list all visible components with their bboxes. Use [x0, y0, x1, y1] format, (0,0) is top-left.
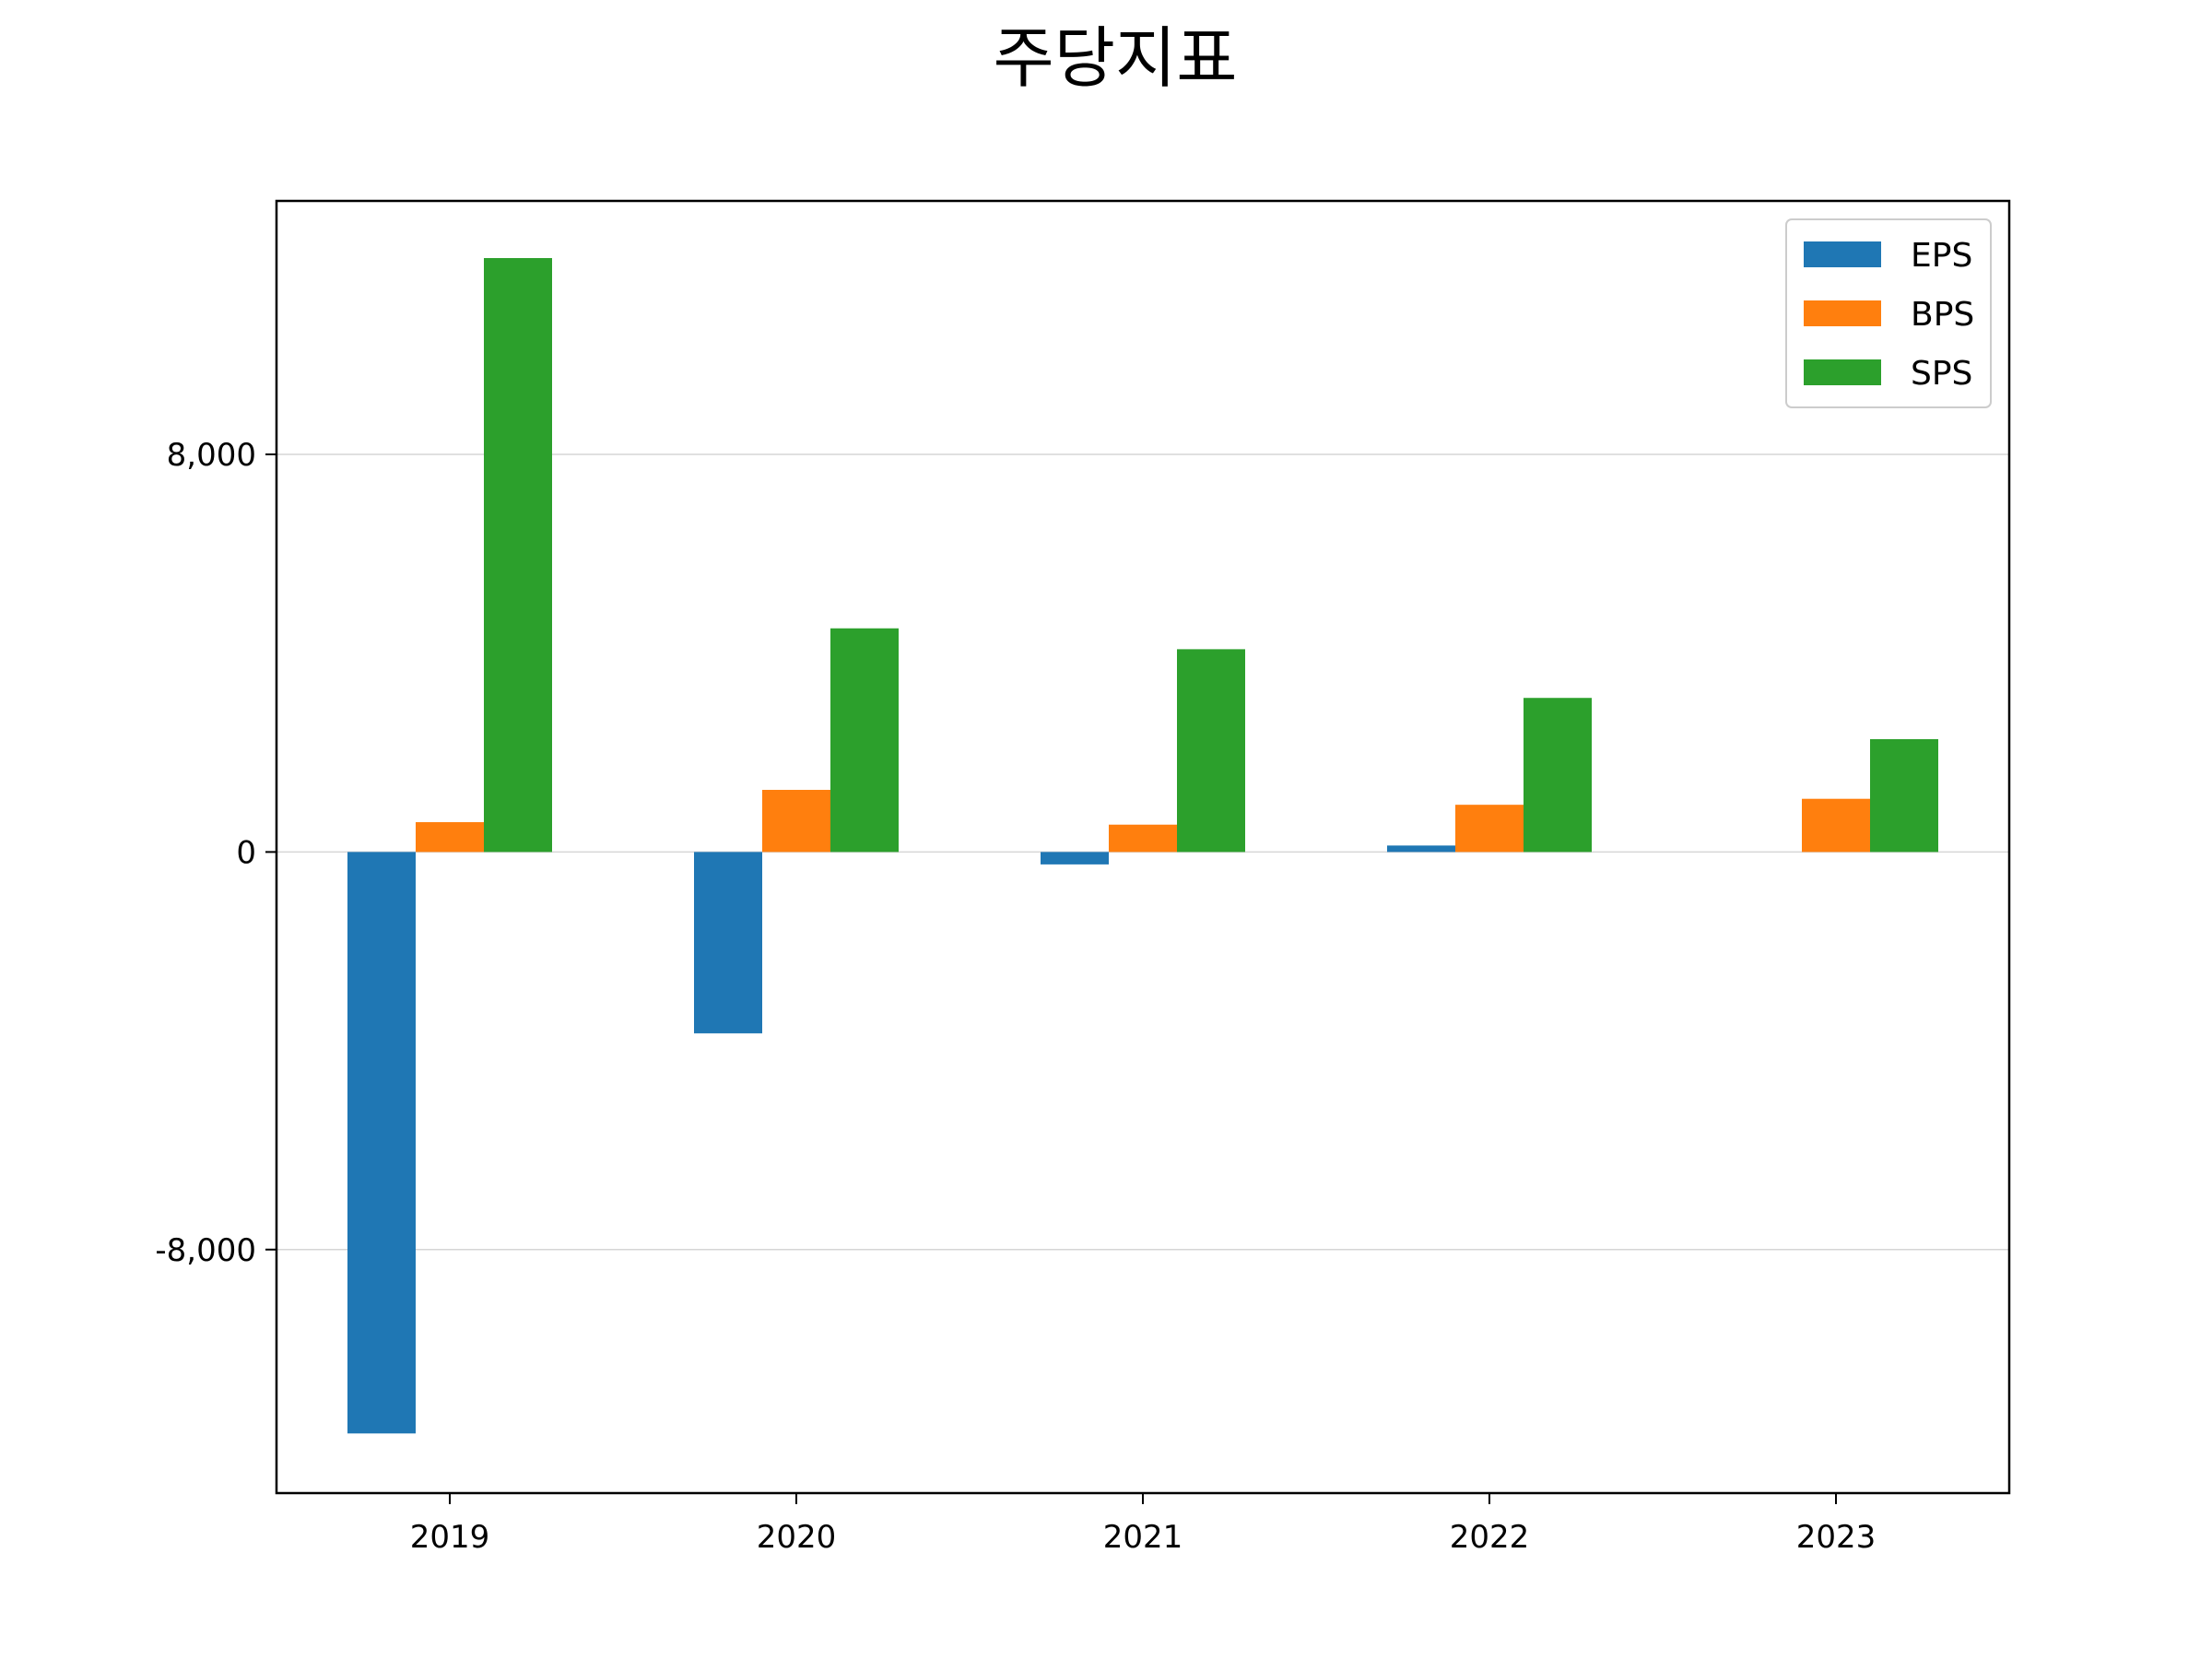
bar-bps-2019: [416, 822, 484, 853]
bar-eps-2019: [347, 852, 416, 1434]
bar-bps-2023: [1802, 798, 1870, 853]
legend-label-bps: BPS: [1911, 296, 1974, 334]
x-tick-label: 2022: [1450, 1519, 1530, 1556]
legend-label-eps: EPS: [1911, 237, 1972, 275]
y-tick-label: 0: [236, 834, 256, 871]
bar-sps-2019: [484, 258, 552, 853]
bar-bps-2021: [1109, 824, 1177, 853]
bar-eps-2021: [1041, 852, 1109, 865]
legend-swatch-sps: [1804, 359, 1881, 385]
bar-sps-2022: [1524, 698, 1592, 853]
bar-bps-2022: [1455, 805, 1524, 853]
bar-eps-2020: [694, 852, 762, 1034]
bar-sps-2021: [1177, 649, 1245, 853]
x-tick-label: 2023: [1796, 1519, 1877, 1556]
y-tick-label: 8,000: [167, 437, 256, 474]
legend-swatch-bps: [1804, 300, 1881, 326]
axes: -8,000 0 8,000 2019 2020 2021 2022 2023: [155, 437, 1876, 1556]
x-tick-label: 2021: [1103, 1519, 1183, 1556]
bar-bps-2020: [762, 789, 830, 853]
chart-title: 주당지표: [994, 19, 1238, 97]
y-tick-label: -8,000: [155, 1232, 256, 1269]
bar-eps-2022: [1387, 845, 1455, 853]
x-tick-label: 2020: [757, 1519, 837, 1556]
bars: [347, 258, 1938, 1434]
bar-sps-2023: [1870, 738, 1938, 853]
x-tick-label: 2019: [410, 1519, 490, 1556]
legend-label-sps: SPS: [1911, 355, 1972, 393]
legend-swatch-eps: [1804, 241, 1881, 267]
legend: EPS BPS SPS: [1785, 218, 1992, 408]
bar-sps-2020: [830, 628, 899, 853]
